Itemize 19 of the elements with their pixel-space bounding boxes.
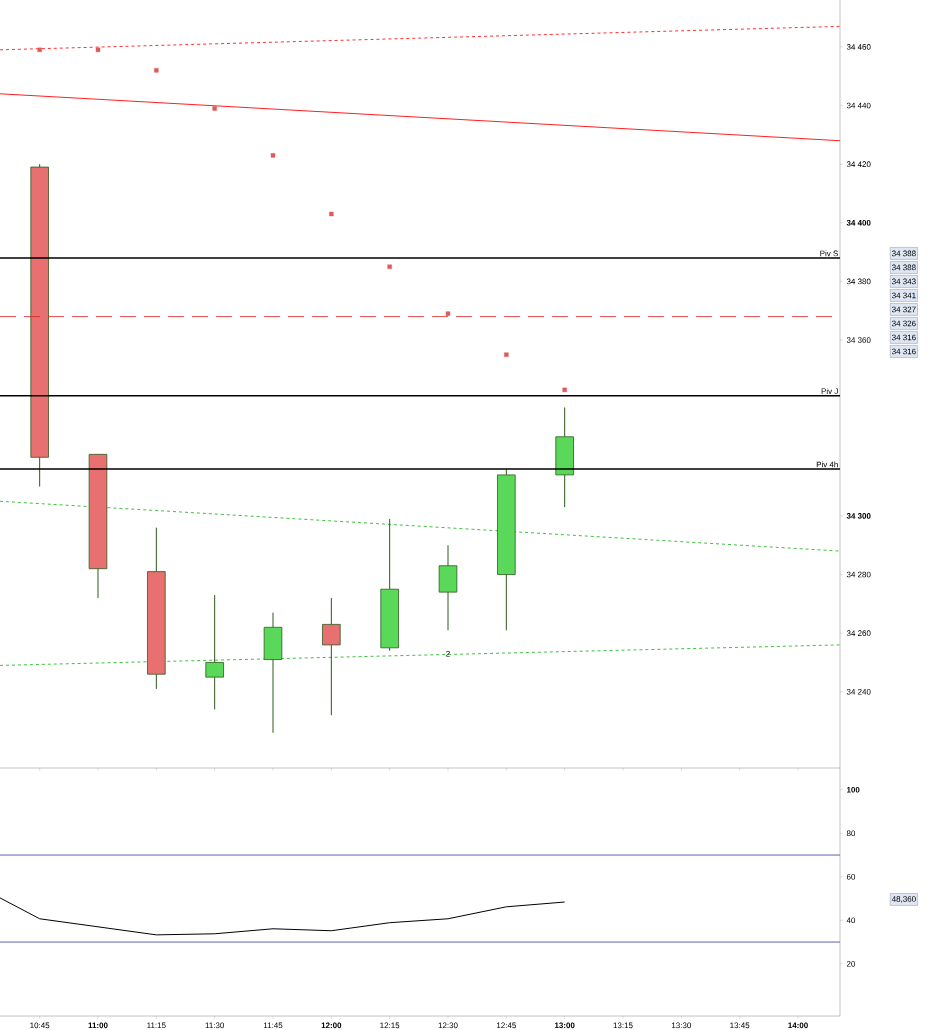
- candlestick: [205, 594, 224, 710]
- point: [212, 106, 217, 111]
- candlestick: [263, 612, 283, 734]
- point: [270, 153, 276, 158]
- candlestick: [147, 527, 166, 690]
- point: [329, 211, 334, 217]
- point: [154, 68, 159, 73]
- point: [37, 47, 42, 53]
- point: [562, 387, 567, 393]
- point: [504, 352, 509, 357]
- candlestick: [555, 406, 574, 508]
- point: [445, 311, 451, 316]
- line-series: [0, 897, 566, 936]
- point: [387, 264, 392, 269]
- candlestick: [322, 597, 341, 716]
- point: [95, 47, 101, 53]
- candlestick: [30, 163, 49, 488]
- candlestick: [380, 518, 399, 652]
- candlestick: [438, 544, 458, 631]
